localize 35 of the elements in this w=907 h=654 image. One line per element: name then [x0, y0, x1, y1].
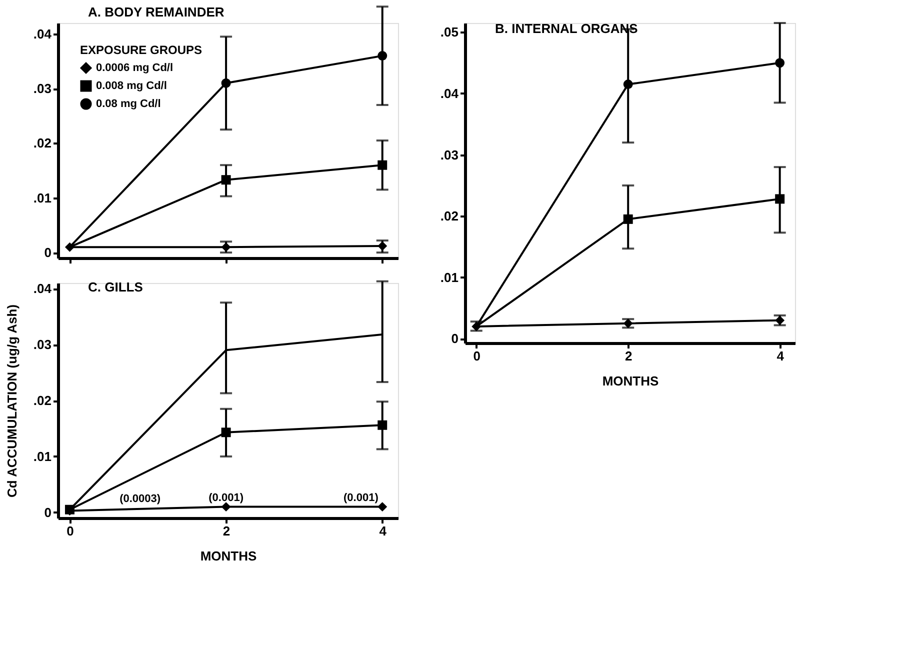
y-tick-label: .04: [440, 86, 460, 101]
y-tick-label: .01: [33, 190, 52, 206]
chart-title: B. INTERNAL ORGANS: [495, 21, 638, 36]
x-tick-label: 0: [473, 348, 480, 364]
y-tick-label: .03: [33, 81, 52, 96]
y-tick-label: 0: [451, 331, 458, 346]
y-tick-label: .05: [440, 24, 458, 40]
y-tick-label: 0: [44, 245, 52, 260]
data-label: (0.001): [344, 492, 379, 504]
x-tick-label: 2: [624, 348, 632, 364]
y-tick-label: 0: [44, 504, 52, 520]
legend-title: EXPOSURE GROUPS: [80, 43, 202, 57]
y-axis-title: Cd ACCUMULATION (ug/g Ash): [4, 304, 20, 498]
x-tick-label: 0: [66, 524, 74, 538]
y-tick-label: .04: [33, 26, 52, 42]
y-tick-label: .02: [440, 208, 458, 224]
chart-title: A. BODY REMAINDER: [88, 4, 225, 20]
y-tick-label: .02: [33, 393, 52, 408]
legend-label: 0.08 mg Cd/l: [96, 98, 161, 110]
y-tick-label: .01: [33, 448, 52, 464]
y-tick-label: .03: [33, 337, 52, 352]
data-label: (0.001): [208, 492, 244, 504]
x-axis-title: MONTHS: [200, 548, 257, 564]
y-tick-label: .02: [33, 136, 52, 151]
x-tick-label: 2: [222, 524, 230, 538]
x-tick-label: 4: [379, 524, 388, 538]
y-tick-label: .03: [440, 147, 458, 162]
legend-label: 0.008 mg Cd/l: [96, 80, 167, 92]
legend-label: 0.0006 mg Cd/l: [96, 62, 174, 74]
annotation: (0.0003): [120, 492, 161, 505]
x-axis-title: MONTHS: [602, 374, 659, 388]
y-tick-label: .04: [33, 281, 52, 296]
x-tick-label: 4: [776, 348, 785, 364]
y-tick-label: .01: [440, 270, 458, 285]
chart-title: C. GILLS: [88, 279, 144, 294]
